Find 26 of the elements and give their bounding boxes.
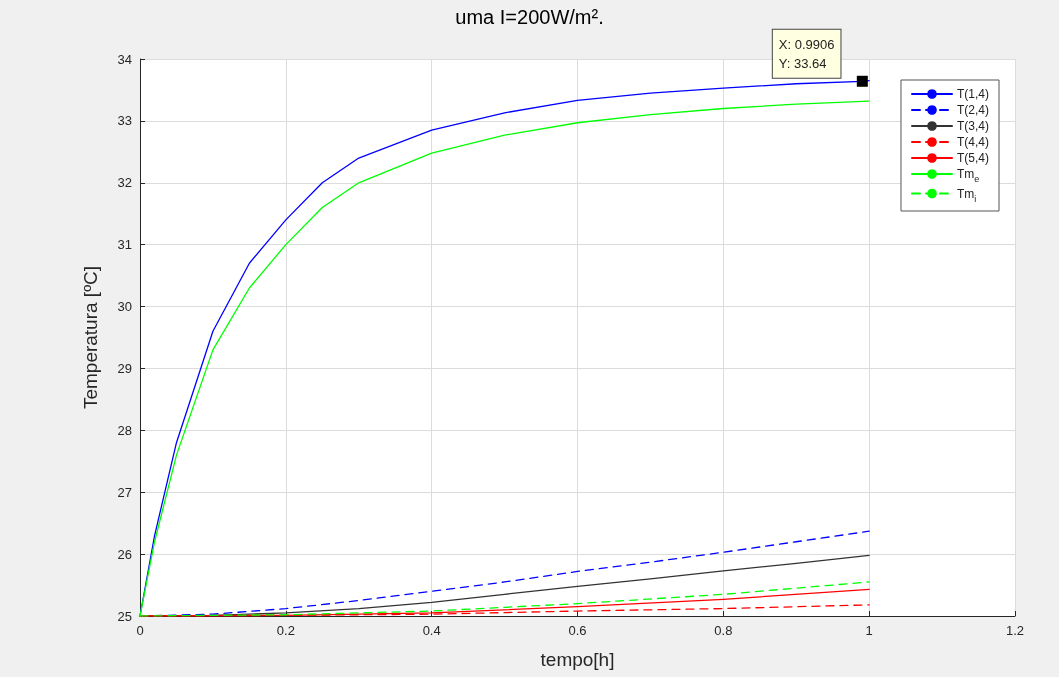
y-tick-label: 33: [117, 113, 132, 129]
x-tick-label: 0.8: [714, 623, 733, 638]
y-tick-label: 32: [117, 175, 132, 191]
legend-label: T(2,4): [957, 103, 990, 117]
legend-label: T(1,4): [957, 87, 990, 101]
legend-label: T(3,4): [957, 119, 990, 133]
legend-label: T(5,4): [957, 151, 990, 165]
annotation: X: 0.9906 Y: 33.64: [778, 36, 835, 71]
y-tick-label: 28: [117, 422, 132, 438]
x-axis-title: tempo[h]: [540, 649, 615, 670]
y-tick-label: 34: [117, 51, 132, 67]
y-tick-label: 25: [117, 608, 132, 624]
y-tick-label: 31: [117, 237, 132, 253]
x-tick-label: 1.2: [1005, 623, 1025, 638]
x-tick-label: 0.2: [276, 623, 295, 638]
y-tick-label: 27: [117, 484, 132, 500]
x-tick-label: 0.4: [422, 623, 441, 638]
x-tick-label: 1: [865, 623, 873, 638]
y-tick-label: 30: [117, 299, 132, 315]
legend-label: T(4,4): [957, 135, 990, 149]
y-tick-label: 29: [117, 360, 132, 376]
chart-title: uma I=200W/m².: [455, 6, 604, 28]
x-tick-label: 0: [136, 623, 144, 638]
x-tick-label: 0.6: [568, 623, 587, 638]
y-tick-label: 26: [117, 546, 132, 562]
y-axis-title: Temperatura [ºC]: [80, 265, 101, 410]
